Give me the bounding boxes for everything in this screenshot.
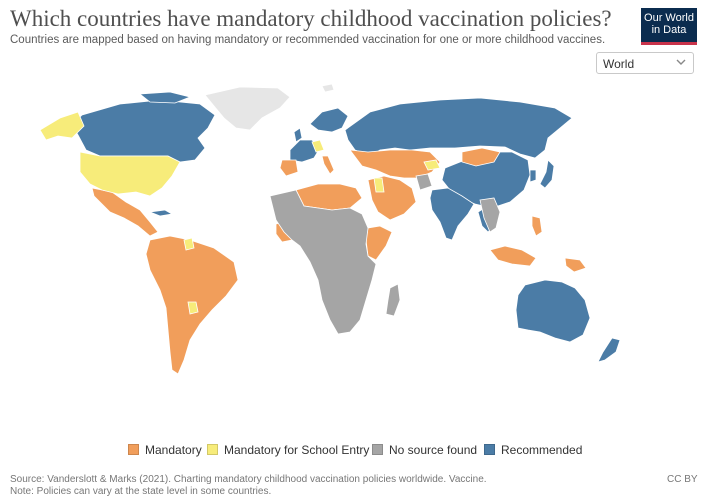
italy[interactable]: [321, 155, 335, 175]
canada-arctic[interactable]: [138, 91, 192, 104]
korea[interactable]: [529, 169, 537, 183]
svalbard[interactable]: [321, 83, 335, 93]
russia[interactable]: [344, 97, 573, 159]
legend-swatch-recommended: [484, 444, 495, 455]
madagascar[interactable]: [385, 283, 401, 317]
united-states[interactable]: [79, 151, 181, 197]
uk-ireland[interactable]: [293, 127, 303, 143]
legend-swatch-mandatory: [128, 444, 139, 455]
license-link[interactable]: CC BY: [667, 474, 698, 485]
iberia[interactable]: [279, 159, 299, 177]
legend-item-no-source[interactable]: No source found: [372, 443, 477, 459]
cuba[interactable]: [148, 209, 174, 217]
legend-swatch-no-source: [372, 444, 383, 455]
paraguay[interactable]: [187, 301, 199, 315]
owid-logo[interactable]: Our World in Data: [641, 8, 697, 45]
central-africa[interactable]: [269, 189, 377, 335]
note-text: Note: Policies can vary at the state lev…: [10, 486, 272, 497]
legend-label: No source found: [389, 443, 478, 457]
jordan-region[interactable]: [373, 177, 385, 193]
mongolia[interactable]: [461, 147, 501, 167]
india[interactable]: [429, 187, 475, 241]
legend-swatch-school-entry: [207, 444, 218, 455]
greenland[interactable]: [204, 86, 291, 131]
northern-europe[interactable]: [309, 107, 349, 133]
nepal-region[interactable]: [415, 173, 433, 191]
kyrgyzstan[interactable]: [423, 159, 441, 171]
logo-line-2: in Data: [651, 24, 687, 36]
alaska[interactable]: [39, 111, 85, 141]
guyana-suriname[interactable]: [183, 237, 195, 251]
canada[interactable]: [71, 99, 216, 163]
philippines[interactable]: [531, 215, 543, 237]
legend-item-mandatory[interactable]: Mandatory: [128, 443, 202, 459]
eastern-europe-central-asia[interactable]: [349, 149, 441, 179]
region-select-value: World: [603, 57, 635, 71]
australia[interactable]: [515, 279, 591, 343]
region-select[interactable]: World: [596, 52, 694, 74]
legend: Mandatory Mandatory for School Entry No …: [0, 443, 704, 461]
legend-label: Mandatory: [145, 443, 202, 457]
chart-title: Which countries have mandatory childhood…: [10, 6, 612, 31]
indochina[interactable]: [479, 197, 501, 233]
chevron-down-icon: [676, 59, 686, 65]
mexico-central-america[interactable]: [91, 187, 159, 237]
east-africa[interactable]: [365, 225, 393, 261]
legend-item-recommended[interactable]: Recommended: [484, 443, 582, 459]
world-map: [39, 83, 621, 375]
legend-label: Recommended: [501, 443, 583, 457]
japan[interactable]: [539, 159, 555, 189]
legend-label: Mandatory for School Entry: [224, 443, 370, 457]
chart-subtitle: Countries are mapped based on having man…: [10, 34, 606, 46]
footer-source: Source: Vanderslott & Marks (2021). Char…: [10, 474, 487, 498]
logo-line-1: Our World: [644, 12, 694, 24]
new-zealand[interactable]: [597, 337, 621, 363]
source-text[interactable]: Source: Vanderslott & Marks (2021). Char…: [10, 474, 487, 485]
indonesia[interactable]: [489, 245, 537, 267]
legend-item-school-entry[interactable]: Mandatory for School Entry: [207, 443, 369, 459]
germany-region[interactable]: [311, 139, 325, 153]
papua-new-guinea[interactable]: [564, 257, 587, 273]
